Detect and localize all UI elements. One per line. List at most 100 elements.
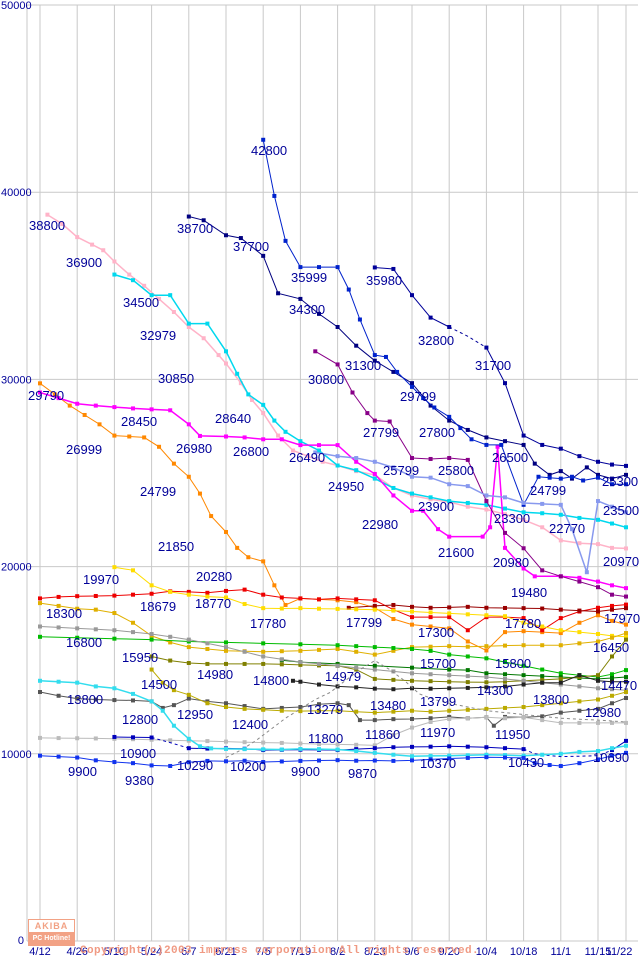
marker-magenta: [317, 443, 321, 448]
marker-black: [484, 685, 489, 690]
marker-green: [75, 635, 80, 640]
marker-green: [261, 641, 266, 646]
marker-olive: [624, 637, 628, 642]
marker-black: [610, 679, 614, 684]
price-label: 9900: [291, 764, 320, 779]
price-label: 11800: [308, 731, 343, 746]
marker-cyan-low: [484, 752, 489, 757]
price-label: 21600: [438, 545, 474, 560]
marker-olive: [391, 677, 396, 682]
price-label: 27799: [363, 425, 399, 440]
marker-dark-gray: [596, 706, 600, 711]
marker-periwinkle: [584, 570, 589, 575]
marker-orange: [391, 617, 396, 622]
marker-blue-b: [458, 426, 463, 431]
marker-olive: [372, 676, 377, 681]
y-axis-tick-label: 20000: [1, 562, 32, 574]
marker-orange: [410, 622, 414, 627]
marker-blue-low: [465, 755, 470, 760]
marker-yellow: [577, 630, 582, 635]
marker-dark-red: [540, 606, 545, 611]
marker-magenta: [391, 493, 396, 498]
price-label: 13480: [370, 698, 406, 713]
marker-dark-green: [503, 672, 507, 677]
marker-black: [447, 686, 452, 691]
marker-green: [540, 667, 545, 672]
marker-olive: [410, 678, 414, 683]
akiba-pc-hotline-logo[interactable]: AKIBA PC Hotline!: [28, 919, 75, 946]
marker-dark-gray: [56, 693, 61, 698]
price-label: 26490: [289, 450, 325, 465]
series-orange: [39, 382, 627, 652]
x-axis-tick-label: 7/5: [256, 946, 271, 958]
marker-yellow: [503, 614, 507, 619]
marker-blue-b: [410, 384, 414, 389]
marker-yellow: [335, 606, 340, 611]
marker-red: [149, 591, 154, 596]
marker-purple: [624, 594, 628, 599]
marker-yellow: [224, 595, 228, 600]
marker-pink: [157, 296, 162, 301]
marker-purple: [503, 530, 507, 535]
price-label: 29799: [400, 389, 436, 404]
marker-light-gray: [205, 739, 210, 744]
marker-navy-a: [410, 381, 414, 386]
marker-orange: [447, 626, 452, 631]
marker-blue-low: [205, 758, 210, 763]
marker-navy-a: [503, 439, 507, 444]
marker-cyan-low: [93, 684, 98, 689]
marker-purple: [365, 411, 370, 416]
marker-cyan-low: [317, 747, 321, 752]
marker-red: [93, 593, 98, 598]
marker-olive: [596, 673, 600, 678]
marker-yellow: [428, 610, 433, 615]
marker-red: [335, 596, 340, 601]
price-label: 22980: [362, 517, 398, 532]
marker-gold: [503, 643, 507, 648]
x-axis-tick-label: 10/4: [476, 946, 497, 958]
marker-navy-a: [484, 435, 489, 440]
marker-magenta: [596, 579, 600, 584]
marker-dark-gray: [112, 698, 117, 703]
marker-periwinkle: [540, 501, 545, 506]
marker-navy-c-tail: [596, 459, 600, 464]
footer: AKIBA PC Hotline! Copyright(c)2003 impre…: [28, 919, 479, 960]
marker-gold: [317, 647, 321, 652]
x-axis-tick-label: 11/22: [606, 946, 633, 958]
marker-pink: [624, 546, 628, 551]
marker-purple: [540, 568, 545, 573]
marker-dark-red: [577, 608, 582, 613]
marker-yellow: [372, 607, 377, 612]
marker-green: [391, 646, 396, 651]
marker-cyan-main: [610, 521, 614, 526]
marker-blue-b: [499, 442, 504, 447]
marker-cyan-low: [298, 746, 303, 751]
price-label: 29790: [28, 388, 64, 403]
marker-pink: [142, 283, 147, 288]
marker-pink: [112, 259, 117, 264]
marker-pink: [521, 517, 526, 522]
marker-khaki: [149, 667, 154, 672]
marker-gold: [224, 648, 228, 653]
marker-yellow: [558, 628, 563, 633]
marker-cyan-main: [354, 468, 359, 473]
marker-gray: [447, 673, 452, 678]
marker-olive: [428, 679, 433, 684]
marker-dark-gray: [577, 708, 582, 713]
marker-magenta: [488, 525, 493, 530]
marker-green: [521, 663, 526, 668]
marker-light-gray: [93, 736, 98, 741]
marker-light-gray: [38, 735, 42, 740]
marker-navy-a: [391, 369, 396, 374]
marker-khaki: [298, 709, 303, 714]
marker-orange: [67, 403, 72, 408]
marker-khaki: [577, 699, 582, 704]
marker-navy-a: [317, 311, 321, 316]
marker-yellow: [131, 568, 135, 573]
price-label: 18679: [140, 599, 176, 614]
marker-yellow: [298, 606, 303, 611]
y-axis-zero-label: 0: [18, 935, 24, 947]
marker-green: [224, 640, 228, 645]
marker-pink: [250, 397, 255, 402]
price-label: 14300: [477, 683, 513, 698]
